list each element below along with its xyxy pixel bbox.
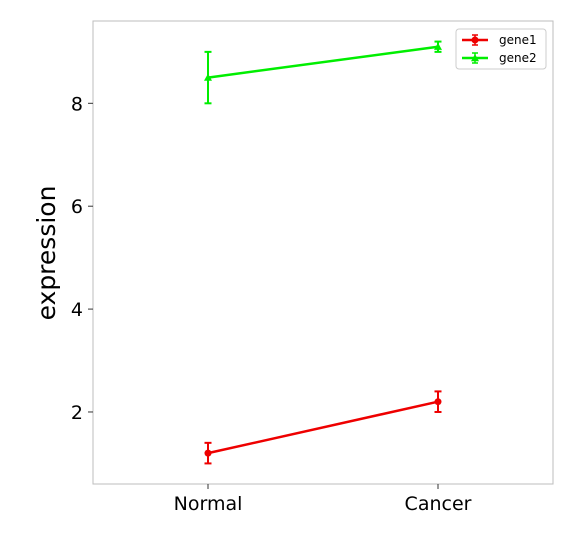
series-gene1 (204, 390, 442, 465)
y-tick-label-4: 4 (71, 299, 83, 321)
plot-frame (92, 20, 554, 485)
gene1-point-normal (204, 449, 212, 457)
y-tick-label-2: 2 (71, 402, 83, 424)
legend-label-gene1: gene1 (499, 33, 537, 47)
gene2-point-normal (204, 73, 212, 81)
legend-marker-gene1 (471, 36, 479, 44)
legend: gene1 gene2 (455, 28, 547, 70)
y-axis-label: expression (32, 186, 61, 321)
gene2-line (207, 45, 439, 79)
legend-label-gene2: gene2 (499, 51, 537, 65)
legend-marker-gene2 (471, 54, 479, 62)
y-axis: 2 4 6 8 (71, 93, 93, 424)
gene1-line (207, 400, 439, 455)
y-tick-label-8: 8 (71, 93, 83, 115)
plot-area (204, 40, 442, 465)
x-tick-label-cancer: Cancer (405, 493, 472, 515)
x-axis: Normal Cancer (174, 484, 472, 515)
gene2-point-cancer (434, 42, 442, 50)
y-tick-label-6: 6 (71, 196, 83, 218)
gene1-point-cancer (434, 398, 442, 406)
series-gene2 (204, 40, 442, 105)
x-tick-label-normal: Normal (174, 493, 243, 515)
